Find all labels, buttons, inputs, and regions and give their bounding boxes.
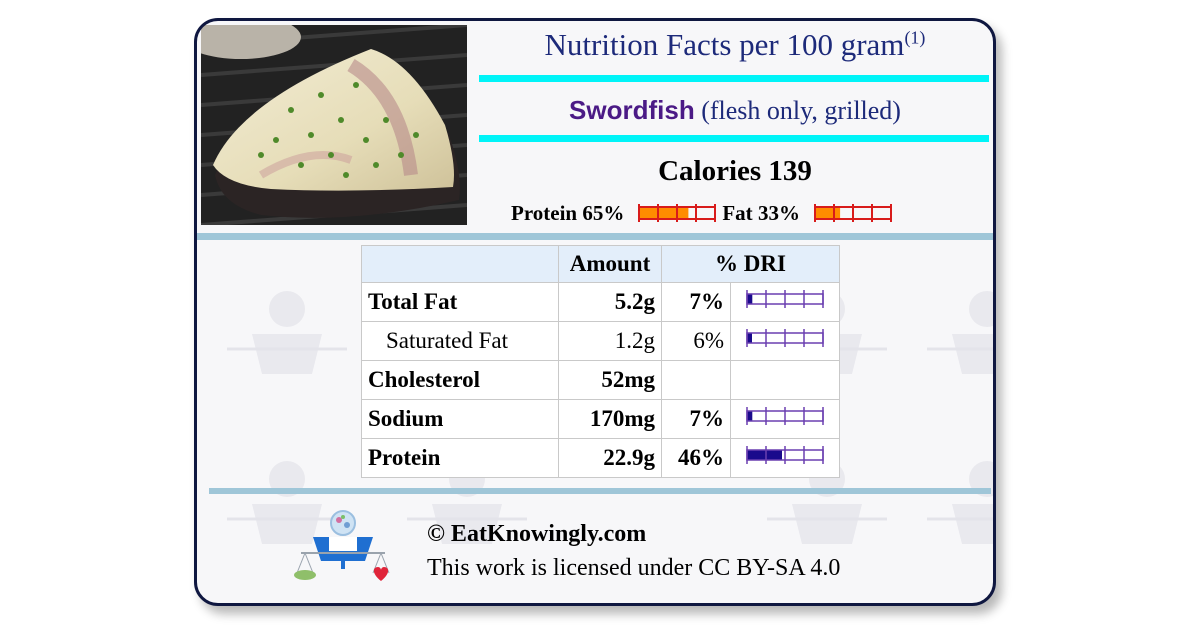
eatknowingly-logo — [294, 510, 390, 581]
nutrition-card: Nutrition Facts per 100 gram(1) Swordfis… — [194, 18, 996, 606]
nutrient-name: Cholesterol — [361, 360, 559, 400]
copyright-text: © EatKnowingly.com — [427, 521, 647, 547]
nutrient-dri-percent — [661, 360, 731, 400]
calories-line: Calories 139 — [477, 155, 993, 188]
dri-bar-cell — [730, 282, 840, 322]
nutrient-name: Saturated Fat — [361, 321, 559, 361]
footnote-link[interactable]: (1) — [904, 27, 926, 48]
nutrient-dri-percent: 7% — [661, 399, 731, 439]
table-row: Sodium 170mg 7% — [361, 399, 840, 439]
nutrient-name: Total Fat — [361, 282, 559, 322]
dri-bar-cell — [730, 438, 840, 478]
section-divider — [197, 233, 993, 240]
nutrient-name: Sodium — [361, 399, 559, 439]
nutrient-name: Protein — [361, 438, 559, 478]
macro-percent: 33% — [757, 200, 800, 225]
nutrient-table: Amount % DRI Total Fat 5.2g 7% Saturated… — [361, 245, 840, 478]
license-text: This work is licensed under CC BY-SA 4.0 — [427, 555, 841, 581]
cyan-divider — [479, 135, 989, 142]
protein-macro-label: Protein 65% — [511, 201, 624, 226]
nutrient-dri-percent: 7% — [661, 282, 731, 322]
nutrient-amount: 1.2g — [558, 321, 662, 361]
table-header-dri: % DRI — [661, 245, 840, 283]
dri-bar — [746, 329, 824, 347]
swordfish-photo — [201, 25, 467, 225]
table-header-row: Amount % DRI — [361, 245, 840, 283]
dri-bar — [746, 446, 824, 464]
table-row: Total Fat 5.2g 7% — [361, 282, 840, 322]
table-row: Cholesterol 52mg — [361, 360, 840, 400]
macro-label: Fat — [722, 200, 753, 225]
dri-bar — [746, 407, 824, 425]
table-row: Saturated Fat 1.2g 6% — [361, 321, 840, 361]
pattern-tile — [227, 291, 347, 374]
dri-bar-fill — [747, 333, 752, 343]
calories-label: Calories — [658, 155, 762, 187]
food-title: Swordfish (flesh only, grilled) — [477, 95, 993, 126]
macro-bar-fill — [814, 207, 841, 219]
nutrient-dri-percent: 46% — [661, 438, 731, 478]
title-text: Nutrition Facts per 100 gram — [544, 27, 905, 62]
calories-value: 139 — [768, 155, 812, 187]
fat-macro-bar — [813, 204, 892, 222]
table-header-amount: Amount — [558, 245, 662, 283]
dri-bar-fill — [747, 450, 782, 460]
dri-bar-cell — [730, 399, 840, 439]
protein-macro-bar — [638, 204, 717, 222]
page-title: Nutrition Facts per 100 gram(1) — [477, 27, 993, 63]
food-description: (flesh only, grilled) — [701, 96, 901, 125]
nutrient-amount: 52mg — [558, 360, 662, 400]
nutrient-amount: 170mg — [558, 399, 662, 439]
macro-label: Protein — [511, 200, 578, 225]
dri-bar-fill — [747, 294, 753, 304]
dri-bar — [746, 290, 824, 308]
macro-bar-fill — [639, 207, 689, 219]
nutrient-amount: 5.2g — [558, 282, 662, 322]
cyan-divider — [479, 75, 989, 82]
section-divider — [209, 488, 991, 494]
grilled-swordfish-image — [201, 25, 467, 225]
macro-percent: 65% — [582, 200, 625, 225]
dri-bar-cell — [730, 321, 840, 361]
table-row: Protein 22.9g 46% — [361, 438, 840, 478]
dri-bar-fill — [747, 411, 753, 421]
nutrient-dri-percent: 6% — [661, 321, 731, 361]
fat-macro-label: Fat 33% — [722, 201, 800, 226]
dri-bar-cell — [730, 360, 840, 400]
food-name: Swordfish — [569, 95, 695, 125]
nutrient-amount: 22.9g — [558, 438, 662, 478]
table-header-blank — [361, 245, 559, 283]
macro-breakdown: Protein 65% Fat 33% — [511, 201, 898, 225]
